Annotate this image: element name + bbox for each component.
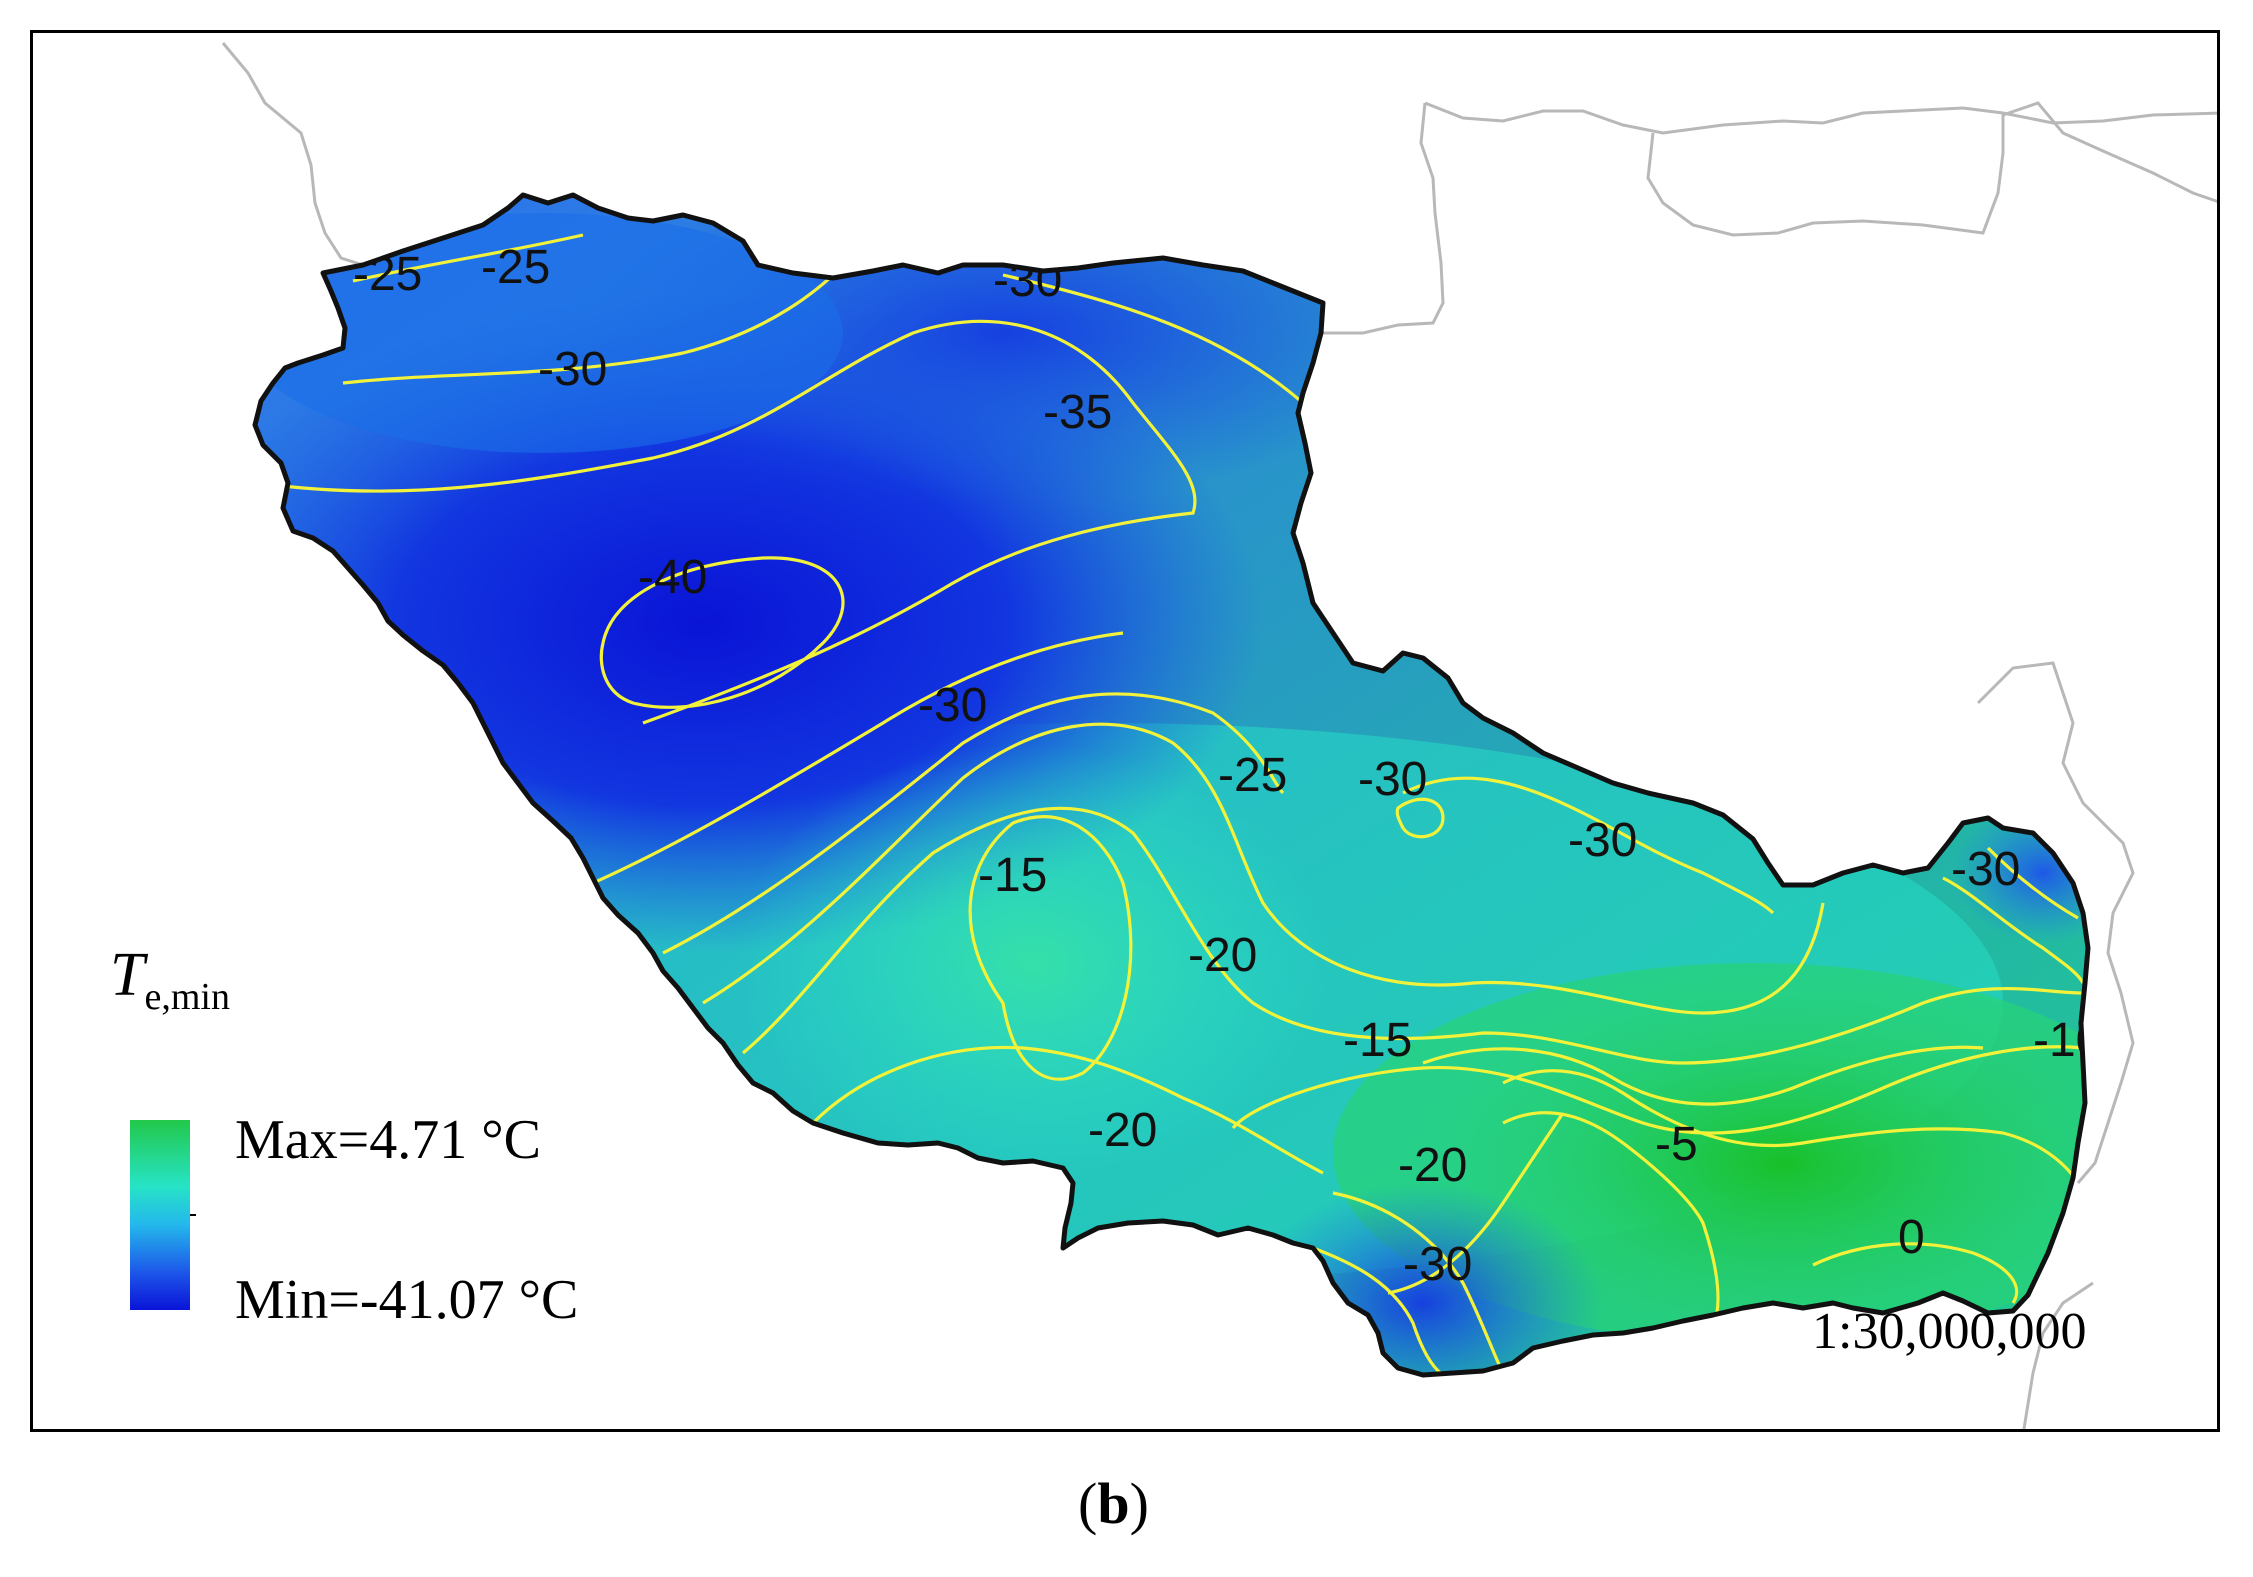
contour-labels: -25 -25 -30 -30 -35 -40 -30 -25 -30 -30 … [353, 241, 2102, 1291]
isotherm-line [1942, 876, 2085, 984]
legend-title: Te,min [110, 940, 230, 1019]
legend-max-label: Max=4.71 °C [235, 1109, 541, 1171]
isotherm-line [1387, 1112, 1565, 1295]
contour-label: -20 [1188, 929, 1257, 982]
panel-close: ) [1129, 1471, 1149, 1536]
isotherm-line [1502, 1069, 2085, 1194]
contour-label: -40 [638, 551, 707, 604]
isotherm-line [1332, 1191, 1505, 1374]
panel-letter: b [1097, 1471, 1130, 1536]
contour-label: -30 [918, 679, 987, 732]
isotherm-line [741, 806, 2084, 1065]
contour-label: -30 [1403, 1238, 1472, 1291]
isotherm-line [352, 233, 584, 283]
contour-label: -30 [538, 343, 607, 396]
isotherm-line [1312, 1246, 1444, 1375]
isotherm-line [968, 815, 1133, 1081]
isotherm-lines [257, 233, 2085, 1375]
isotherm-line [702, 722, 1825, 1015]
contour-label: -5 [1655, 1118, 1698, 1171]
contour-label: -30 [993, 254, 1062, 307]
contour-label: -30 [1568, 814, 1637, 867]
temperature-map: -25 -25 -30 -30 -35 -40 -30 -25 -30 -30 … [221, 42, 2217, 1429]
contour-label: -10 [2033, 1014, 2102, 1067]
contour-label: -20 [1088, 1104, 1157, 1157]
legend-tick [190, 1214, 196, 1216]
contour-label: 0 [1898, 1211, 1925, 1264]
isotherm-line [662, 692, 1285, 955]
isotherm-line [1395, 797, 1445, 839]
legend-min-label: Min=-41.07 °C [235, 1269, 579, 1331]
map-frame: -25 -25 -30 -30 -35 -40 -30 -25 -30 -30 … [30, 30, 2220, 1432]
isotherm-line [1812, 1242, 2019, 1304]
contour-label: -35 [1043, 386, 1112, 439]
contour-label: -25 [1218, 749, 1287, 802]
map-scale: 1:30,000,000 [1812, 1303, 2087, 1360]
legend-variable: T [110, 941, 145, 1009]
isotherm-line [257, 319, 1197, 725]
panel-label: (b) [1078, 1470, 1149, 1537]
isotherm-line [599, 556, 845, 709]
legend-subscript: e,min [144, 976, 230, 1018]
isotherm-line [342, 242, 865, 385]
isotherm-line [811, 1045, 1324, 1175]
isotherm-line [1986, 846, 2079, 920]
neighbor-boundaries [221, 42, 2217, 1429]
legend-color-ramp [130, 1120, 190, 1310]
isotherm-line [1402, 776, 1775, 915]
contour-label: -15 [978, 849, 1047, 902]
temperature-raster: -25 -25 -30 -30 -35 -40 -30 -25 -30 -30 … [255, 195, 2102, 1375]
contour-label: -30 [1951, 843, 2020, 896]
isotherm-line [1002, 273, 1305, 405]
contour-label: -20 [1398, 1139, 1467, 1192]
panel-open: ( [1078, 1471, 1098, 1536]
contour-label: -15 [1343, 1014, 1412, 1067]
contour-label: -30 [1358, 753, 1427, 806]
isotherm-line [1422, 1045, 1984, 1106]
isotherm-line [1231, 1045, 2084, 1135]
contour-label: -25 [481, 241, 550, 294]
isotherm-line [592, 631, 1124, 885]
